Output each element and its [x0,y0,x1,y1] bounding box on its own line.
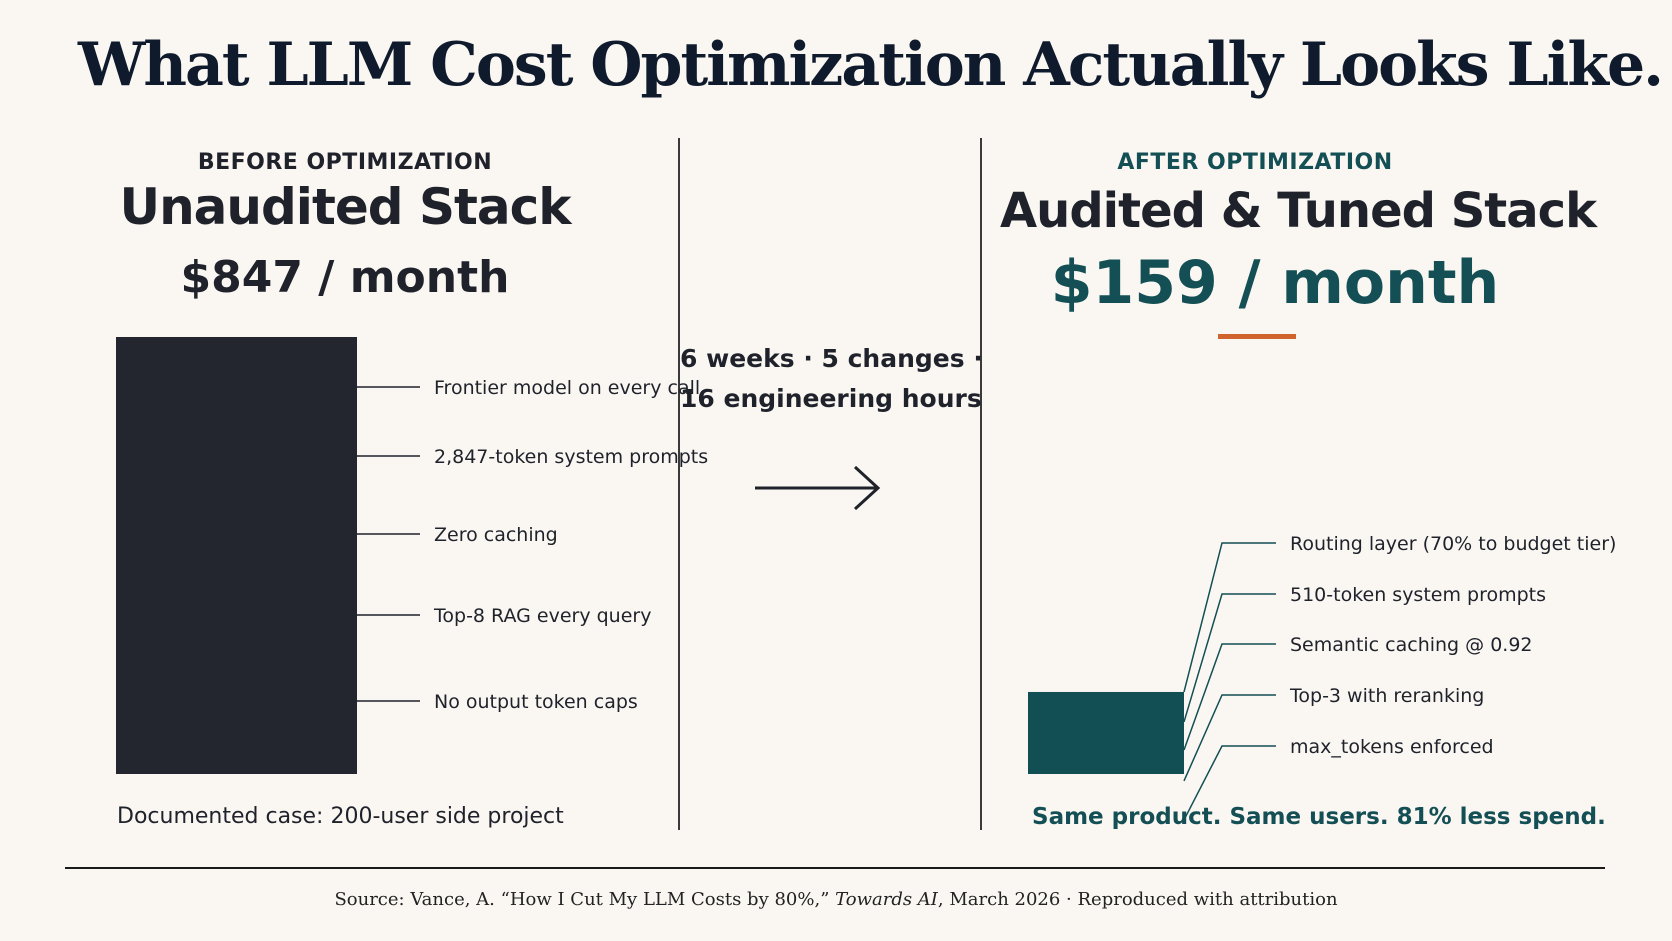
after-annotation-line [1183,593,1276,723]
after-annotation-label: Top-3 with reranking [1289,685,1484,707]
divider-left [678,138,680,830]
arrow-right-icon [853,465,881,511]
transition-line-1: 6 weeks · 5 changes · [680,344,983,373]
before-annotation-label: No output token caps [434,691,638,713]
after-annotation-line [1183,542,1276,693]
before-note: Documented case: 200-user side project [117,804,564,829]
after-price: $159 / month [1050,248,1500,318]
before-annotation-label: Zero caching [434,524,558,546]
after-annotation-line [1183,643,1276,751]
after-annotation-label: Routing layer (70% to budget tier) [1290,533,1616,555]
footer-rule [65,867,1605,869]
page-title: What LLM Cost Optimization Actually Look… [77,30,1664,100]
after-annotation-label: Semantic caching @ 0.92 [1290,634,1533,656]
after-annotation-label: max_tokens enforced [1290,736,1494,758]
source-publication: Towards AI [835,889,938,910]
after-stack-name: Audited & Tuned Stack [1000,183,1597,239]
before-kicker: BEFORE OPTIMIZATION [197,150,493,175]
after-annotation-label: 510-token system prompts [1290,584,1546,606]
before-annotation-label: 2,847-token system prompts [434,446,708,468]
source-prefix: Source: Vance, A. “How I Cut My LLM Cost… [334,889,836,910]
transition-line-2: 16 engineering hours [680,384,982,413]
divider-right [980,138,982,830]
before-annotation-label: Top-8 RAG every query [433,605,651,627]
after-tagline: Same product. Same users. 81% less spend… [1032,804,1606,830]
before-price: $847 / month [180,252,510,303]
before-bar [116,337,357,774]
price-underline [1218,334,1296,339]
source-citation: Source: Vance, A. “How I Cut My LLM Cost… [0,889,1672,910]
source-suffix: , March 2026 · Reproduced with attributi… [937,889,1338,910]
after-kicker: AFTER OPTIMIZATION [1117,150,1393,175]
after-bar [1028,691,1184,774]
transition-summary: 6 weeks · 5 changes · 16 engineering hou… [680,339,983,419]
after-annotation-line [1183,694,1276,782]
after-annotation-line [1183,745,1276,821]
before-annotation-label: Frontier model on every call [434,377,700,399]
before-stack-name: Unaudited Stack [119,178,571,236]
